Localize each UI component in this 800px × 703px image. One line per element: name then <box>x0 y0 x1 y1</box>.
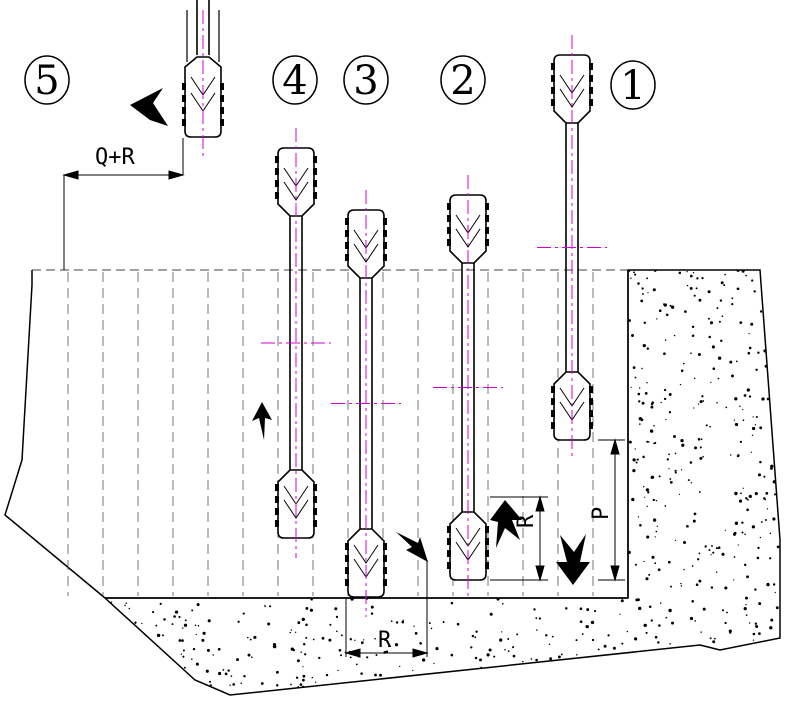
step-label-4: 4 <box>282 58 307 104</box>
dim-label-p-vertical: P <box>589 507 614 520</box>
arrow-up-icon <box>252 402 272 440</box>
tool-assemblies <box>182 0 607 617</box>
trench-outline <box>5 270 628 598</box>
arrow-down-right-icon <box>396 532 428 562</box>
step-label-1: 1 <box>620 63 645 109</box>
tool-assembly-2 <box>433 175 503 600</box>
arrow-left-icon <box>130 88 168 126</box>
dim-label-r-bottom: R <box>378 628 392 653</box>
step-label-3: 3 <box>353 58 378 104</box>
gravel-region <box>99 264 791 698</box>
tool-assembly-3 <box>331 190 401 617</box>
panel-hatch-lines <box>68 272 593 596</box>
arrow-down-icon <box>556 534 590 585</box>
tool-assembly-4 <box>261 128 331 558</box>
dim-label-q-plus-r: Q+R <box>95 145 135 170</box>
tool-assembly-5 <box>182 0 224 158</box>
dimension-lines <box>64 138 625 657</box>
tool-assembly-1 <box>537 35 607 460</box>
step-label-5: 5 <box>34 58 59 104</box>
step-label-2: 2 <box>450 58 475 104</box>
